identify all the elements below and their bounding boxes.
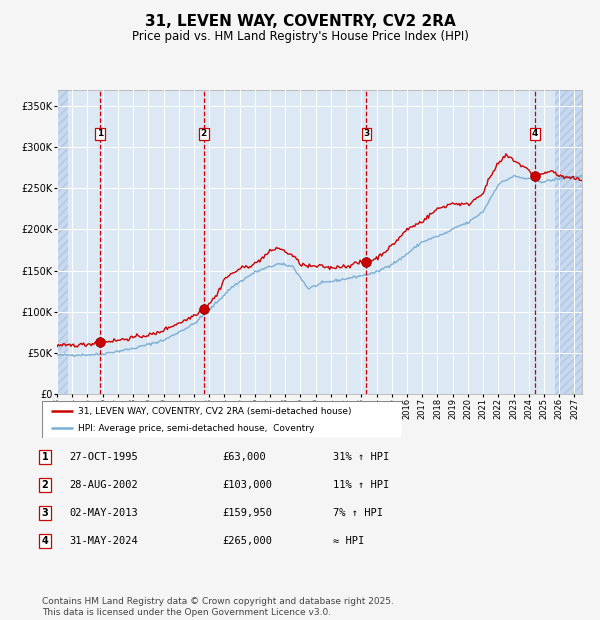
Text: 31-MAY-2024: 31-MAY-2024 [69, 536, 138, 546]
Text: Contains HM Land Registry data © Crown copyright and database right 2025.
This d: Contains HM Land Registry data © Crown c… [42, 598, 394, 617]
Text: 1: 1 [97, 130, 103, 138]
Bar [57, 90, 68, 394]
Text: ≈ HPI: ≈ HPI [333, 536, 364, 546]
Text: 28-AUG-2002: 28-AUG-2002 [69, 480, 138, 490]
Text: 7% ↑ HPI: 7% ↑ HPI [333, 508, 383, 518]
Text: 2: 2 [41, 480, 49, 490]
Text: £63,000: £63,000 [222, 452, 266, 462]
Text: 3: 3 [363, 130, 370, 138]
Text: 4: 4 [41, 536, 49, 546]
Text: 1: 1 [41, 452, 49, 462]
Text: 2: 2 [201, 130, 207, 138]
Text: 3: 3 [41, 508, 49, 518]
Bar [556, 90, 582, 394]
Text: 02-MAY-2013: 02-MAY-2013 [69, 508, 138, 518]
Text: £103,000: £103,000 [222, 480, 272, 490]
Text: £265,000: £265,000 [222, 536, 272, 546]
Text: 4: 4 [532, 130, 538, 138]
Text: Price paid vs. HM Land Registry's House Price Index (HPI): Price paid vs. HM Land Registry's House … [131, 30, 469, 43]
Text: 31% ↑ HPI: 31% ↑ HPI [333, 452, 389, 462]
Text: HPI: Average price, semi-detached house,  Coventry: HPI: Average price, semi-detached house,… [78, 424, 314, 433]
Text: 31, LEVEN WAY, COVENTRY, CV2 2RA: 31, LEVEN WAY, COVENTRY, CV2 2RA [145, 14, 455, 29]
Text: £159,950: £159,950 [222, 508, 272, 518]
Text: 31, LEVEN WAY, COVENTRY, CV2 2RA (semi-detached house): 31, LEVEN WAY, COVENTRY, CV2 2RA (semi-d… [78, 407, 352, 415]
Text: 11% ↑ HPI: 11% ↑ HPI [333, 480, 389, 490]
Text: 27-OCT-1995: 27-OCT-1995 [69, 452, 138, 462]
